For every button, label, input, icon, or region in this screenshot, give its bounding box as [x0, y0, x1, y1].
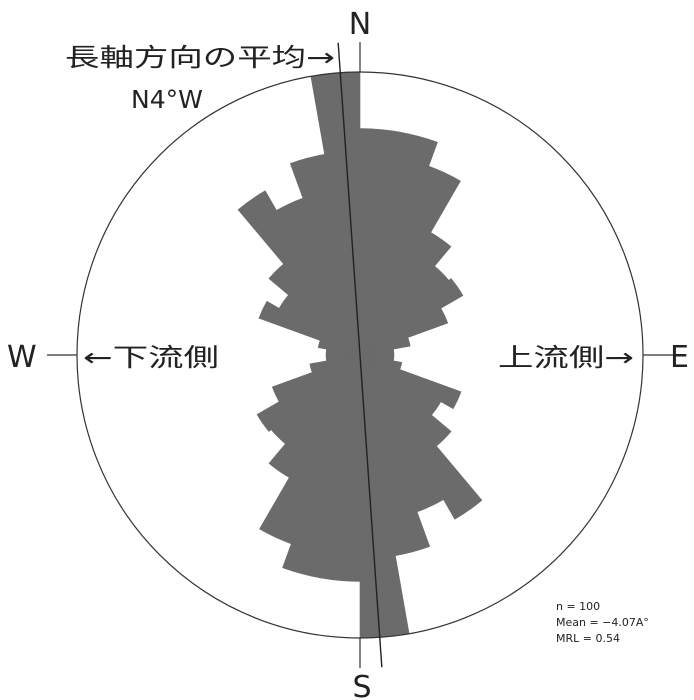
stats-mrl: MRL = 0.54 [556, 632, 620, 645]
rose-petal-30-40 [359, 232, 452, 356]
mean-axis-line [337, 42, 383, 668]
stats-mean: Mean = −4.07A° [556, 616, 649, 629]
rose-petal-320-330 [237, 190, 361, 356]
rose-petal-210-220 [268, 354, 361, 478]
rose-petal-70-80 [359, 337, 411, 356]
rose-petal-140-150 [359, 354, 483, 520]
rose-petal-230-240 [256, 354, 361, 432]
compass-west: W [7, 340, 37, 375]
rose-petal-20-30 [359, 165, 461, 356]
rose-petal-200-210 [259, 354, 361, 545]
rose-petal-50-60 [359, 278, 464, 356]
rose-petal-240-250 [271, 354, 361, 403]
downstream-label: ←下流側 [83, 343, 219, 372]
stats-n: n = 100 [556, 600, 600, 613]
mean-axis-label: 長軸方向の平均→ [65, 43, 335, 72]
rose-petal-250-260 [309, 354, 361, 373]
compass-south: S [352, 670, 371, 700]
rose-petal-290-300 [258, 300, 361, 356]
rose-petal-190-200 [282, 354, 361, 579]
rose-petal-60-70 [359, 307, 449, 356]
rose-petal-110-120 [359, 354, 462, 410]
compass-east: E [670, 340, 689, 375]
rose-petals [237, 71, 483, 639]
mean-axis-value: N4°W [131, 85, 203, 114]
upstream-label: 上流側→ [498, 343, 634, 372]
compass-north: N [349, 7, 371, 42]
rose-petal-10-20 [359, 131, 438, 356]
